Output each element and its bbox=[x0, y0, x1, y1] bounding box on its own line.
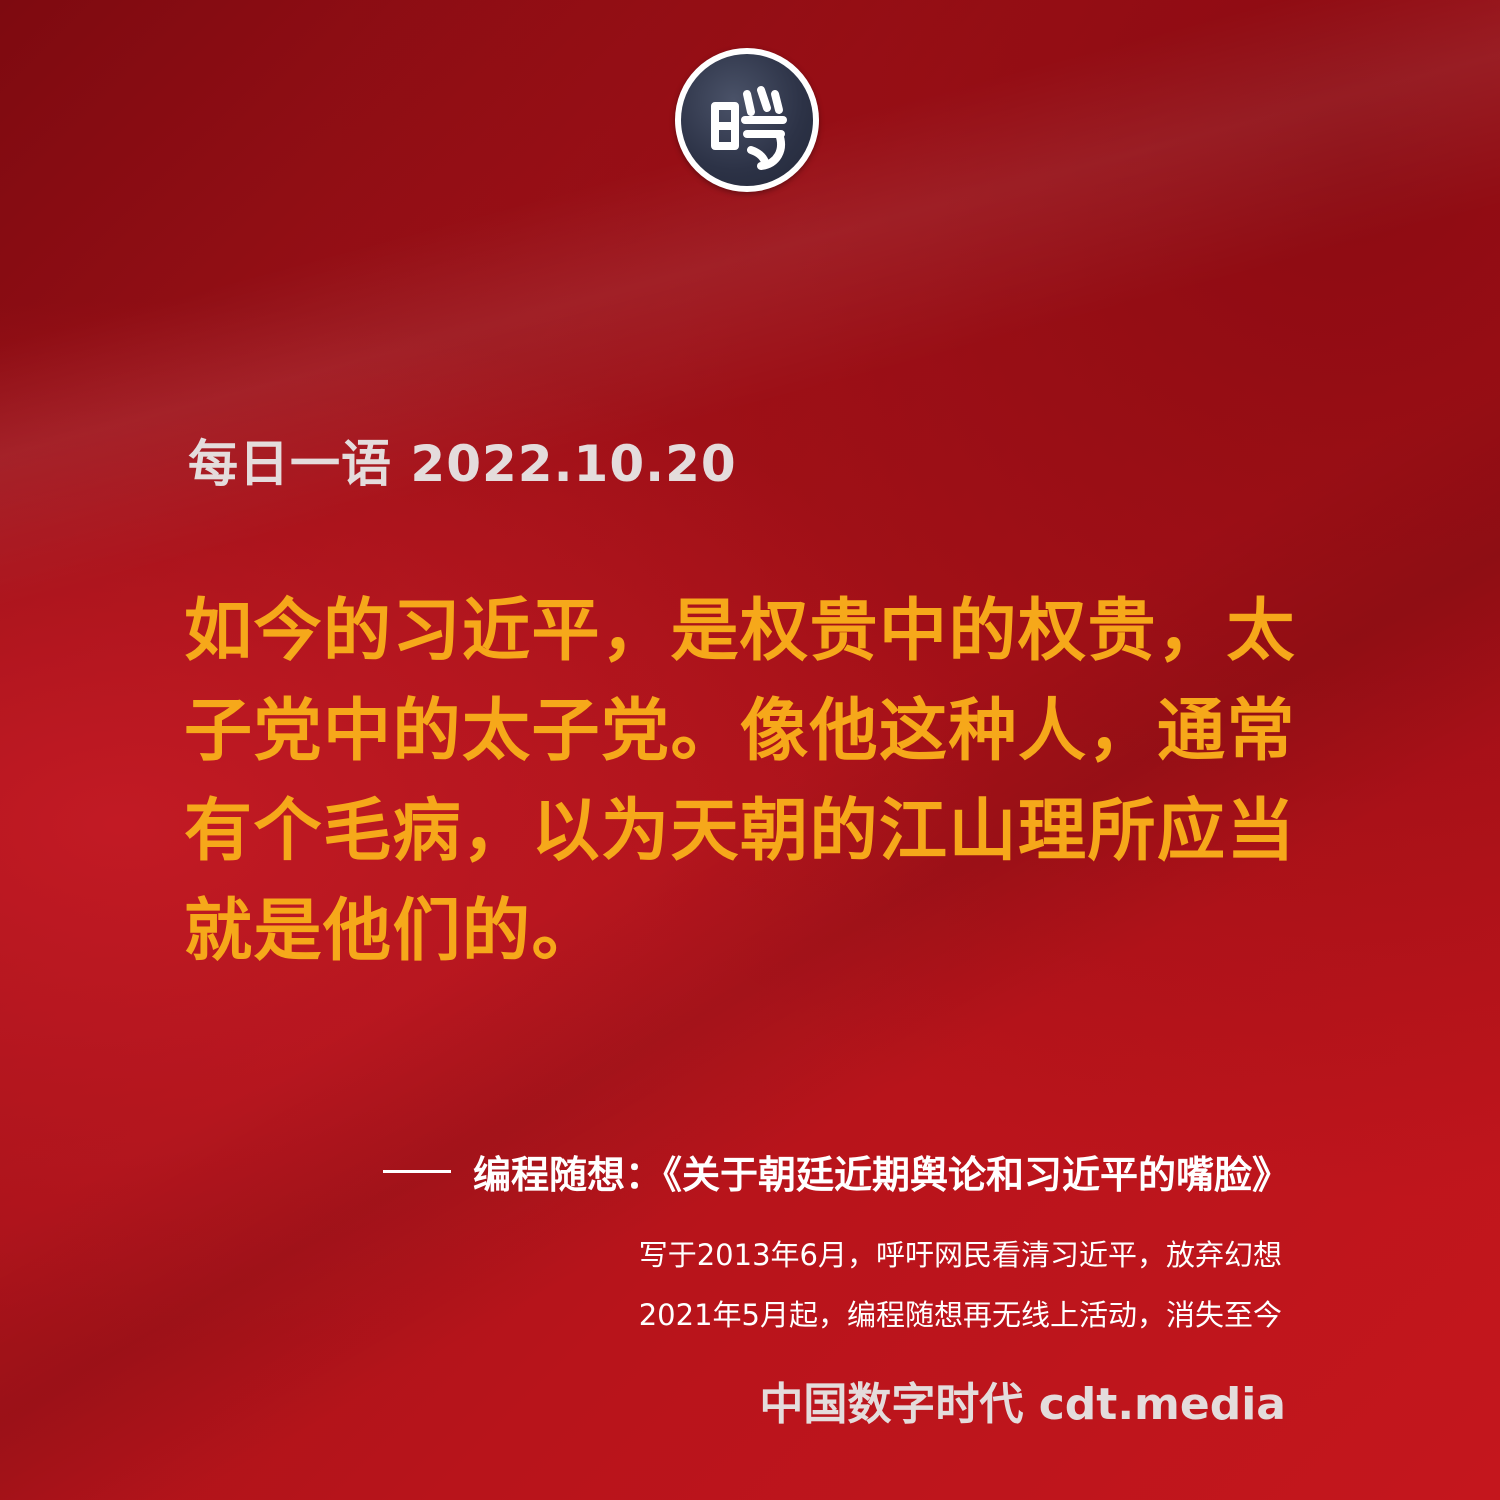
source-label: 编程随想：《关于朝廷近期舆论和习近平的嘴脸》 bbox=[472, 1153, 1290, 1197]
page-title: 每日一语 2022.10.20 bbox=[188, 435, 737, 493]
logo-seal bbox=[675, 48, 819, 192]
em-dash-divider bbox=[382, 1170, 451, 1173]
seal-icon bbox=[681, 54, 813, 186]
quote-source: 编程随想：《关于朝廷近期舆论和习近平的嘴脸》 bbox=[382, 1144, 1290, 1199]
source-note-disappeared: 2021年5月起，编程随想再无线上活动，消失至今 bbox=[638, 1298, 1282, 1332]
brand-footer: 中国数字时代 cdt.media bbox=[759, 1379, 1286, 1430]
quote-text: 如今的习近平，是权贵中的权贵，太子党中的太子党。像他这种人，通常有个毛病，以为天… bbox=[184, 592, 1297, 971]
source-note-written: 写于2013年6月，呼吁网民看清习近平，放弃幻想 bbox=[638, 1238, 1282, 1272]
